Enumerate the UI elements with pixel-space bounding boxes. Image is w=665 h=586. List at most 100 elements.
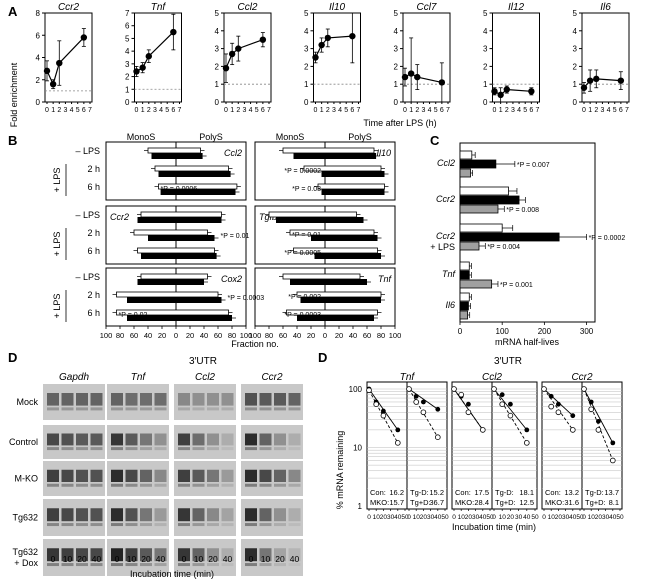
panel-e-xtick-label: 30 (387, 514, 395, 521)
panel-e-condition-label: Con: (455, 488, 471, 497)
panel-d-gel-background (174, 384, 236, 420)
panel-e-point-open (373, 401, 380, 407)
panel-a-ytick-label: 0 (304, 98, 309, 107)
panel-b-row-label: – LPS (75, 146, 100, 156)
panel-b-xtick-label: 60 (130, 331, 138, 340)
panel-b-group-label: + LPS (52, 168, 62, 193)
panel-e-label-box (408, 486, 446, 508)
panel-a-ytick-label: 3 (215, 45, 220, 54)
panel-b-xtick-label: 20 (307, 331, 315, 340)
panel-e-point-filled (524, 427, 530, 433)
panel-a-point (318, 41, 325, 49)
panel-e-ylabel: % mRNA remaining (335, 431, 345, 510)
panel-b-xtick-label: 20 (158, 331, 166, 340)
panel-e-fit-line-open (408, 388, 439, 438)
panel-e-point-filled (435, 406, 441, 412)
panel-a-ytick-label: 1 (304, 80, 309, 89)
panel-d-lane-label: 10 (127, 554, 137, 564)
panel-d-band-minor (140, 483, 152, 487)
panel-d-band-minor (125, 447, 138, 451)
panel-e-title: 3′UTR (494, 356, 522, 367)
panel-e-xtick-label: 50 (616, 514, 624, 521)
panel-d-band (274, 508, 286, 522)
panel-b-col-header: MonoS (127, 132, 156, 142)
panel-b-row-label: 2 h (87, 228, 100, 238)
panel-d-lane-label: 0 (249, 554, 254, 564)
panel-a-ytick-label: 3 (573, 45, 578, 54)
panel-b-xtick-label: 100 (100, 331, 113, 340)
panel-e-fit-line-open (583, 388, 614, 461)
panel-b-bar-white (140, 273, 208, 280)
panel-e-point-open (499, 401, 506, 407)
panel-e-halflife-value: 12.5 (519, 498, 534, 507)
panel-letter-b: B (8, 133, 17, 148)
panel-a-xtick-label: 4 (517, 107, 521, 114)
panel-d-band-minor (221, 447, 234, 451)
panel-b-bar-black (127, 297, 222, 303)
panel-a-ytick-label: 4 (36, 54, 41, 63)
panel-a-ytick-label: 5 (394, 9, 399, 18)
panel-b-col-header: PolyS (348, 132, 372, 142)
panel-d-band-minor (76, 447, 88, 451)
panel-a-xtick-label: 4 (428, 107, 432, 114)
panel-d-band-minor (245, 407, 257, 411)
panel-d-band (47, 548, 59, 562)
panel-e-point-open (366, 387, 372, 394)
panel-d-band (274, 469, 286, 482)
panel-e-point-open (413, 399, 420, 405)
panel-b-xtick-label: 60 (279, 331, 287, 340)
panel-d-band-minor (47, 523, 59, 527)
panel-c-group-label: Tnf (442, 269, 457, 279)
panel-e-point-filled (413, 393, 419, 399)
panel-a-gene-title: Ccl2 (237, 2, 257, 13)
panel-a-ytick-label: 1 (394, 80, 399, 89)
panel-e-halflife-value: 13.2 (564, 488, 579, 497)
panel-e-condition-label: MKO: (545, 498, 564, 507)
panel-e-xtick-label: 0 (582, 514, 586, 521)
panel-e-halflife-value: 16.2 (389, 488, 404, 497)
panel-c-group-label2: + LPS (430, 242, 455, 252)
panel-e-frame (406, 381, 448, 510)
panel-a-xtick-label: 7 (536, 107, 540, 114)
panel-d-band-minor (274, 523, 286, 527)
panel-e-label-box (493, 486, 536, 508)
panel-b-xtick-label: 100 (240, 331, 253, 340)
panel-d-lane-label: 10 (63, 554, 73, 564)
panel-d-band (154, 548, 167, 562)
panel-e-halflife-value: 15.2 (429, 488, 444, 497)
panel-d-band-minor (245, 523, 257, 527)
panel-a-xtick-label: 5 (613, 107, 617, 114)
panel-b-bar-black (321, 189, 385, 195)
panel-a-point (80, 34, 88, 41)
panel-c-bar (459, 159, 497, 169)
panel-d-band (61, 393, 74, 406)
panel-e-xtick-label: 20 (420, 514, 428, 521)
panel-b-pvalue: *P = 0.0003 (228, 295, 265, 302)
panel-d-band (90, 469, 103, 482)
panel-a-xtick-label: 1 (409, 107, 413, 114)
panel-d-band (178, 548, 190, 562)
panel-d-band-minor (207, 523, 219, 527)
panel-d-band (259, 548, 272, 562)
panel-d-band-minor (178, 563, 190, 567)
panel-d-band (192, 548, 205, 562)
panel-b-xtick-label: 20 (335, 331, 343, 340)
panel-d-band (221, 469, 234, 482)
panel-a-point (235, 45, 242, 52)
panel-b-pvalue: *P = 0.01 (292, 232, 321, 239)
panel-d-band (47, 393, 59, 406)
panel-d-lane-label: 20 (141, 554, 151, 564)
panel-b-bar-black (297, 315, 374, 321)
panel-a-ytick-label: 2 (125, 73, 130, 82)
panel-d-band-minor (221, 563, 234, 567)
panel-a-xtick-label: 4 (607, 107, 611, 114)
panel-d-band-minor (61, 447, 74, 451)
panel-a-ytick-label: 7 (125, 9, 130, 18)
panel-a-ytick-label: 1 (125, 85, 130, 94)
panel-e-xtick-label: 40 (479, 514, 487, 521)
panel-a-xtick-label: 3 (332, 107, 336, 114)
panel-d-band (125, 393, 138, 406)
panel-b-pvalue: *P = 0.0006 (161, 186, 198, 193)
panel-a-xlabel: Time after LPS (h) (363, 118, 436, 128)
panel-a-frame (134, 12, 182, 103)
